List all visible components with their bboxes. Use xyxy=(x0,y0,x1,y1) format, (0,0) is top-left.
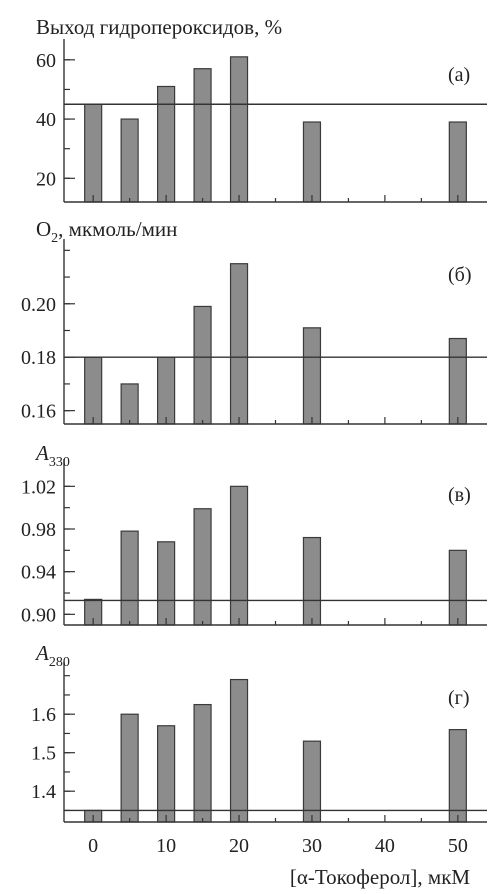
bar xyxy=(193,703,212,823)
bar xyxy=(193,68,212,203)
y-tick-label: 0.94 xyxy=(21,562,56,584)
x-axis-ticks: 0 10 20 30 40 50 xyxy=(88,835,468,857)
y-tick-label: 20 xyxy=(36,168,56,190)
x-tick-label: 20 xyxy=(229,835,249,857)
bar xyxy=(448,337,467,425)
y-tick-label: 40 xyxy=(36,109,56,131)
y-tick-label: 0.18 xyxy=(21,347,56,369)
bar xyxy=(157,541,176,626)
panel-1: 20 40 60 Выход гидропероксидов, % (а) xyxy=(36,15,487,203)
panel-3: 0.90 0.94 0.98 1.02 A330 (в) xyxy=(21,441,487,626)
bar xyxy=(193,305,212,425)
y-tick-label: 1.5 xyxy=(31,743,56,765)
bar xyxy=(120,530,139,626)
bar xyxy=(448,121,467,203)
bar xyxy=(157,356,176,425)
bar xyxy=(120,118,139,203)
bar xyxy=(193,508,212,626)
x-tick-label: 0 xyxy=(88,835,98,857)
y-tick-label: 1.4 xyxy=(31,781,56,803)
bar xyxy=(448,728,467,823)
y-tick-label: 1.6 xyxy=(31,704,56,726)
bar xyxy=(302,121,322,203)
panel-label: (а) xyxy=(448,64,470,86)
x-tick-label: 10 xyxy=(156,835,176,857)
bar xyxy=(302,327,322,425)
bar xyxy=(229,56,249,203)
panel-4: 1.4 1.5 1.6 A280 (г) xyxy=(31,641,487,823)
x-tick-label: 40 xyxy=(375,835,395,857)
bar xyxy=(120,713,139,823)
panel-label: (г) xyxy=(448,687,470,709)
y-axis-label: A280 xyxy=(34,641,70,670)
bar xyxy=(84,356,103,425)
x-tick-label: 50 xyxy=(448,835,468,857)
y-tick-label: 0.90 xyxy=(21,604,56,626)
y-axis-label: O2, мкмоль/мин xyxy=(36,217,177,246)
panel-2: 0.16 0.18 0.20 O2, мкмоль/мин (б) xyxy=(21,217,487,425)
bar xyxy=(157,725,176,823)
y-axis-label: Выход гидропероксидов, % xyxy=(36,15,282,39)
bar xyxy=(448,549,467,626)
y-tick-label: 1.02 xyxy=(21,476,56,498)
x-axis-label: [α-Токоферол], мкМ xyxy=(290,865,470,889)
y-axis-label: A330 xyxy=(34,441,70,470)
x-tick-label: 30 xyxy=(302,835,322,857)
bar xyxy=(120,383,139,425)
bar xyxy=(229,678,249,823)
bar xyxy=(229,485,249,626)
bar xyxy=(302,536,322,626)
panel-label: (в) xyxy=(448,484,471,506)
y-tick-label: 0.16 xyxy=(21,401,56,423)
panel-label: (б) xyxy=(448,264,472,286)
bar xyxy=(84,103,103,203)
bar xyxy=(229,263,249,425)
y-tick-label: 0.98 xyxy=(21,519,56,541)
y-tick-label: 60 xyxy=(36,50,56,72)
y-tick-label: 0.20 xyxy=(21,294,56,316)
